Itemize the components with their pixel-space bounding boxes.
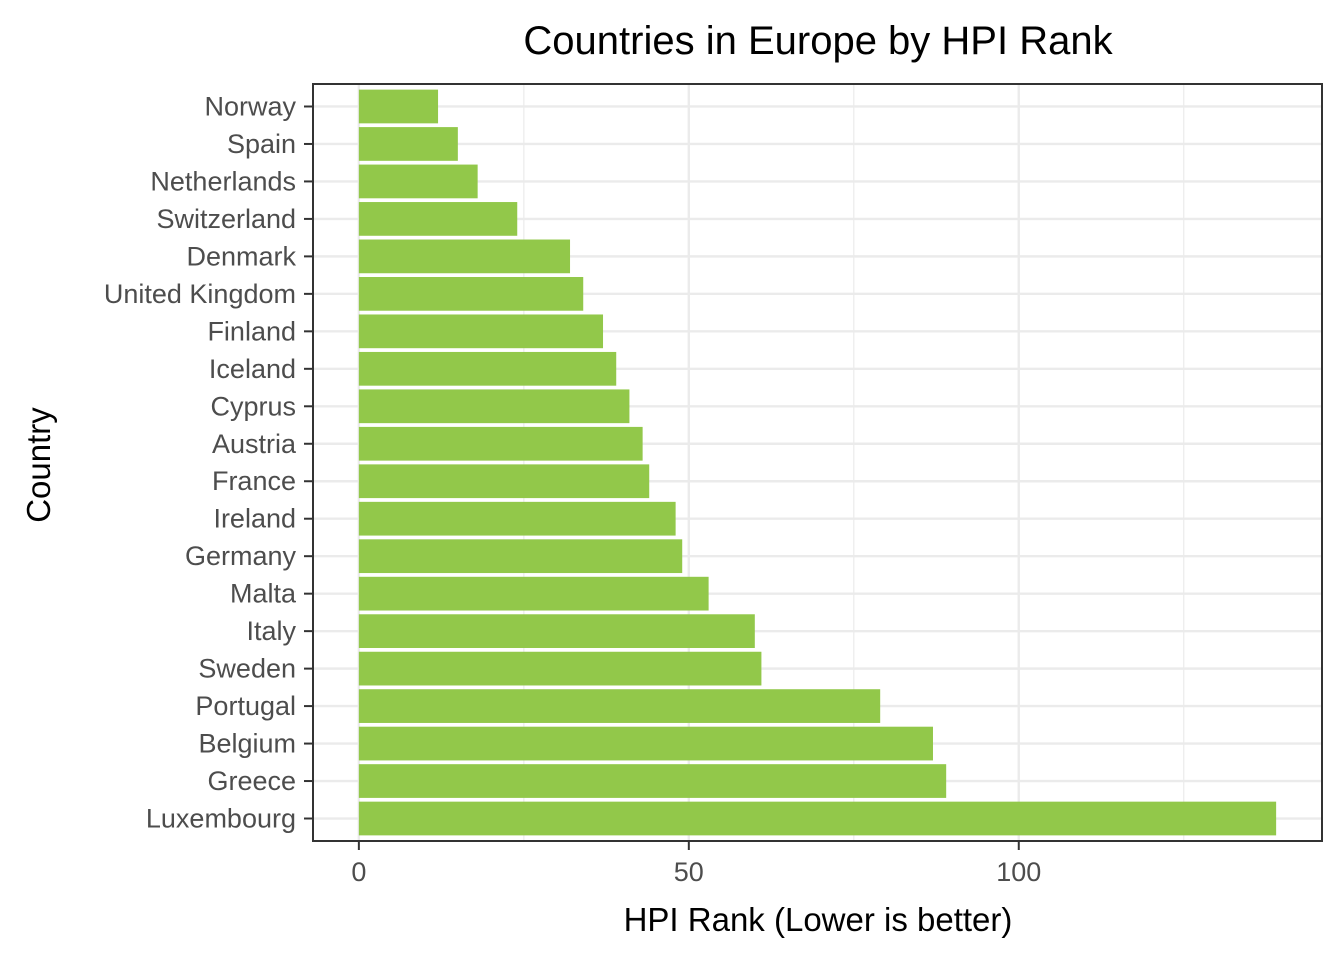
y-tick-label: Austria xyxy=(212,429,297,459)
bar-luxembourg xyxy=(358,801,1277,836)
y-tick-label: Malta xyxy=(230,579,297,609)
y-tick-label: Switzerland xyxy=(156,204,296,234)
chart-title: Countries in Europe by HPI Rank xyxy=(523,19,1113,63)
y-tick-label: France xyxy=(212,466,296,496)
y-tick-label: United Kingdom xyxy=(104,279,296,309)
y-axis-title: Country xyxy=(20,407,57,523)
x-tick-label: 100 xyxy=(996,857,1041,887)
panel-border xyxy=(312,83,1323,842)
y-tick-label: Denmark xyxy=(186,241,296,271)
y-tick-label: Luxembourg xyxy=(146,804,296,834)
y-tick-label: Finland xyxy=(207,316,296,346)
y-tick-label: Netherlands xyxy=(150,166,296,196)
y-tick-label: Cyprus xyxy=(210,391,296,421)
bar-united-kingdom xyxy=(358,276,584,311)
bar-italy xyxy=(358,614,755,649)
bar-malta xyxy=(358,576,709,611)
bar-spain xyxy=(358,127,458,161)
bar-switzerland xyxy=(358,202,518,236)
bar-norway xyxy=(358,89,439,124)
y-tick-label: Belgium xyxy=(198,729,296,759)
bar-portugal xyxy=(358,689,881,723)
bar-greece xyxy=(358,764,947,798)
y-tick-label: Sweden xyxy=(198,654,296,684)
bars xyxy=(358,89,1277,836)
bar-france xyxy=(358,464,650,499)
y-axis: Norway Spain Netherlands Switzerland Denmark… xyxy=(104,91,313,834)
x-tick-label: 50 xyxy=(674,857,704,887)
bar-iceland xyxy=(358,351,617,386)
y-tick-label: Ireland xyxy=(213,504,296,534)
x-tick-label: 0 xyxy=(351,857,366,887)
y-tick-label: Norway xyxy=(204,91,296,121)
y-tick-label: Portugal xyxy=(195,691,296,721)
bar-netherlands xyxy=(358,164,478,199)
bar-austria xyxy=(358,426,643,461)
y-tick-label: Iceland xyxy=(209,354,296,384)
y-tick-label: Spain xyxy=(227,129,296,159)
y-tick-label: Greece xyxy=(207,766,296,796)
y-tick-label: Italy xyxy=(246,616,296,646)
bar-denmark xyxy=(358,239,571,274)
y-tick-label: Germany xyxy=(185,541,297,571)
bar-ireland xyxy=(358,501,676,536)
bar-belgium xyxy=(358,726,933,761)
bar-cyprus xyxy=(358,389,630,424)
x-axis: 0 50 100 xyxy=(351,841,1041,887)
bar-sweden xyxy=(358,651,762,686)
x-axis-title: HPI Rank (Lower is better) xyxy=(624,901,1013,938)
bar-finland xyxy=(358,314,604,349)
bar-germany xyxy=(358,539,683,574)
